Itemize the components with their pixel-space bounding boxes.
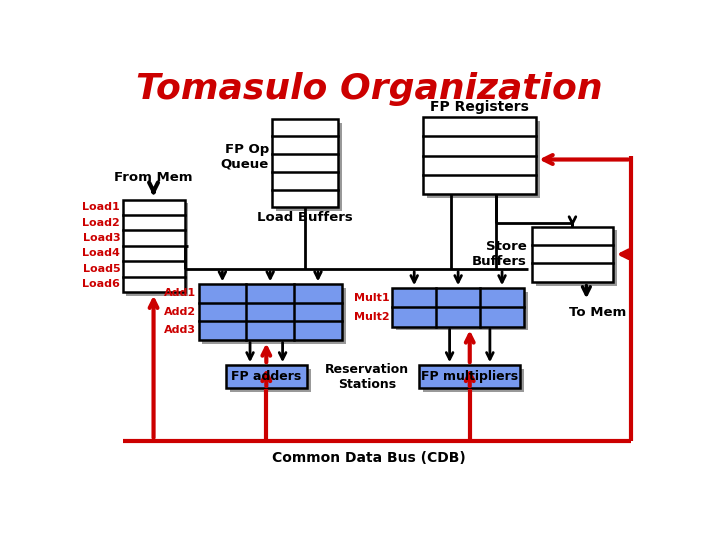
Bar (423, 369, 524, 392)
Text: From Mem: From Mem (114, 172, 193, 185)
Text: Load5: Load5 (83, 264, 120, 274)
Text: Mult2: Mult2 (354, 312, 390, 322)
Text: FP Registers: FP Registers (430, 100, 529, 114)
Bar (276, 123, 342, 211)
Text: Add1: Add1 (164, 288, 196, 299)
Text: To Mem: To Mem (570, 306, 626, 319)
Bar (423, 117, 536, 194)
Bar (202, 288, 346, 343)
Bar (392, 288, 524, 327)
Text: FP multipliers: FP multipliers (421, 370, 518, 383)
Text: FP adders: FP adders (231, 370, 302, 383)
Text: Reservation
Stations: Reservation Stations (325, 363, 409, 390)
Bar (396, 292, 528, 330)
Text: Store
Buffers: Store Buffers (472, 240, 527, 268)
Text: FP Op
Queue: FP Op Queue (221, 143, 269, 171)
Text: Load3: Load3 (83, 233, 120, 243)
Text: Load6: Load6 (82, 279, 120, 289)
Text: Load4: Load4 (82, 248, 120, 259)
Text: Load1: Load1 (83, 202, 120, 212)
Text: Common Data Bus (CDB): Common Data Bus (CDB) (272, 450, 466, 464)
Bar (199, 284, 342, 340)
Text: Load Buffers: Load Buffers (257, 211, 353, 224)
Text: Load2: Load2 (83, 218, 120, 228)
Text: Tomasulo Organization: Tomasulo Organization (135, 72, 603, 106)
Text: Add2: Add2 (164, 307, 196, 317)
Bar (230, 369, 311, 392)
Bar (419, 365, 520, 388)
Bar (122, 200, 184, 292)
Bar (532, 226, 613, 282)
Bar (427, 121, 539, 198)
Bar (127, 204, 189, 296)
Bar (536, 231, 617, 286)
Bar (225, 365, 307, 388)
Bar (272, 119, 338, 207)
Text: Mult1: Mult1 (354, 293, 390, 303)
Text: Add3: Add3 (164, 326, 196, 335)
